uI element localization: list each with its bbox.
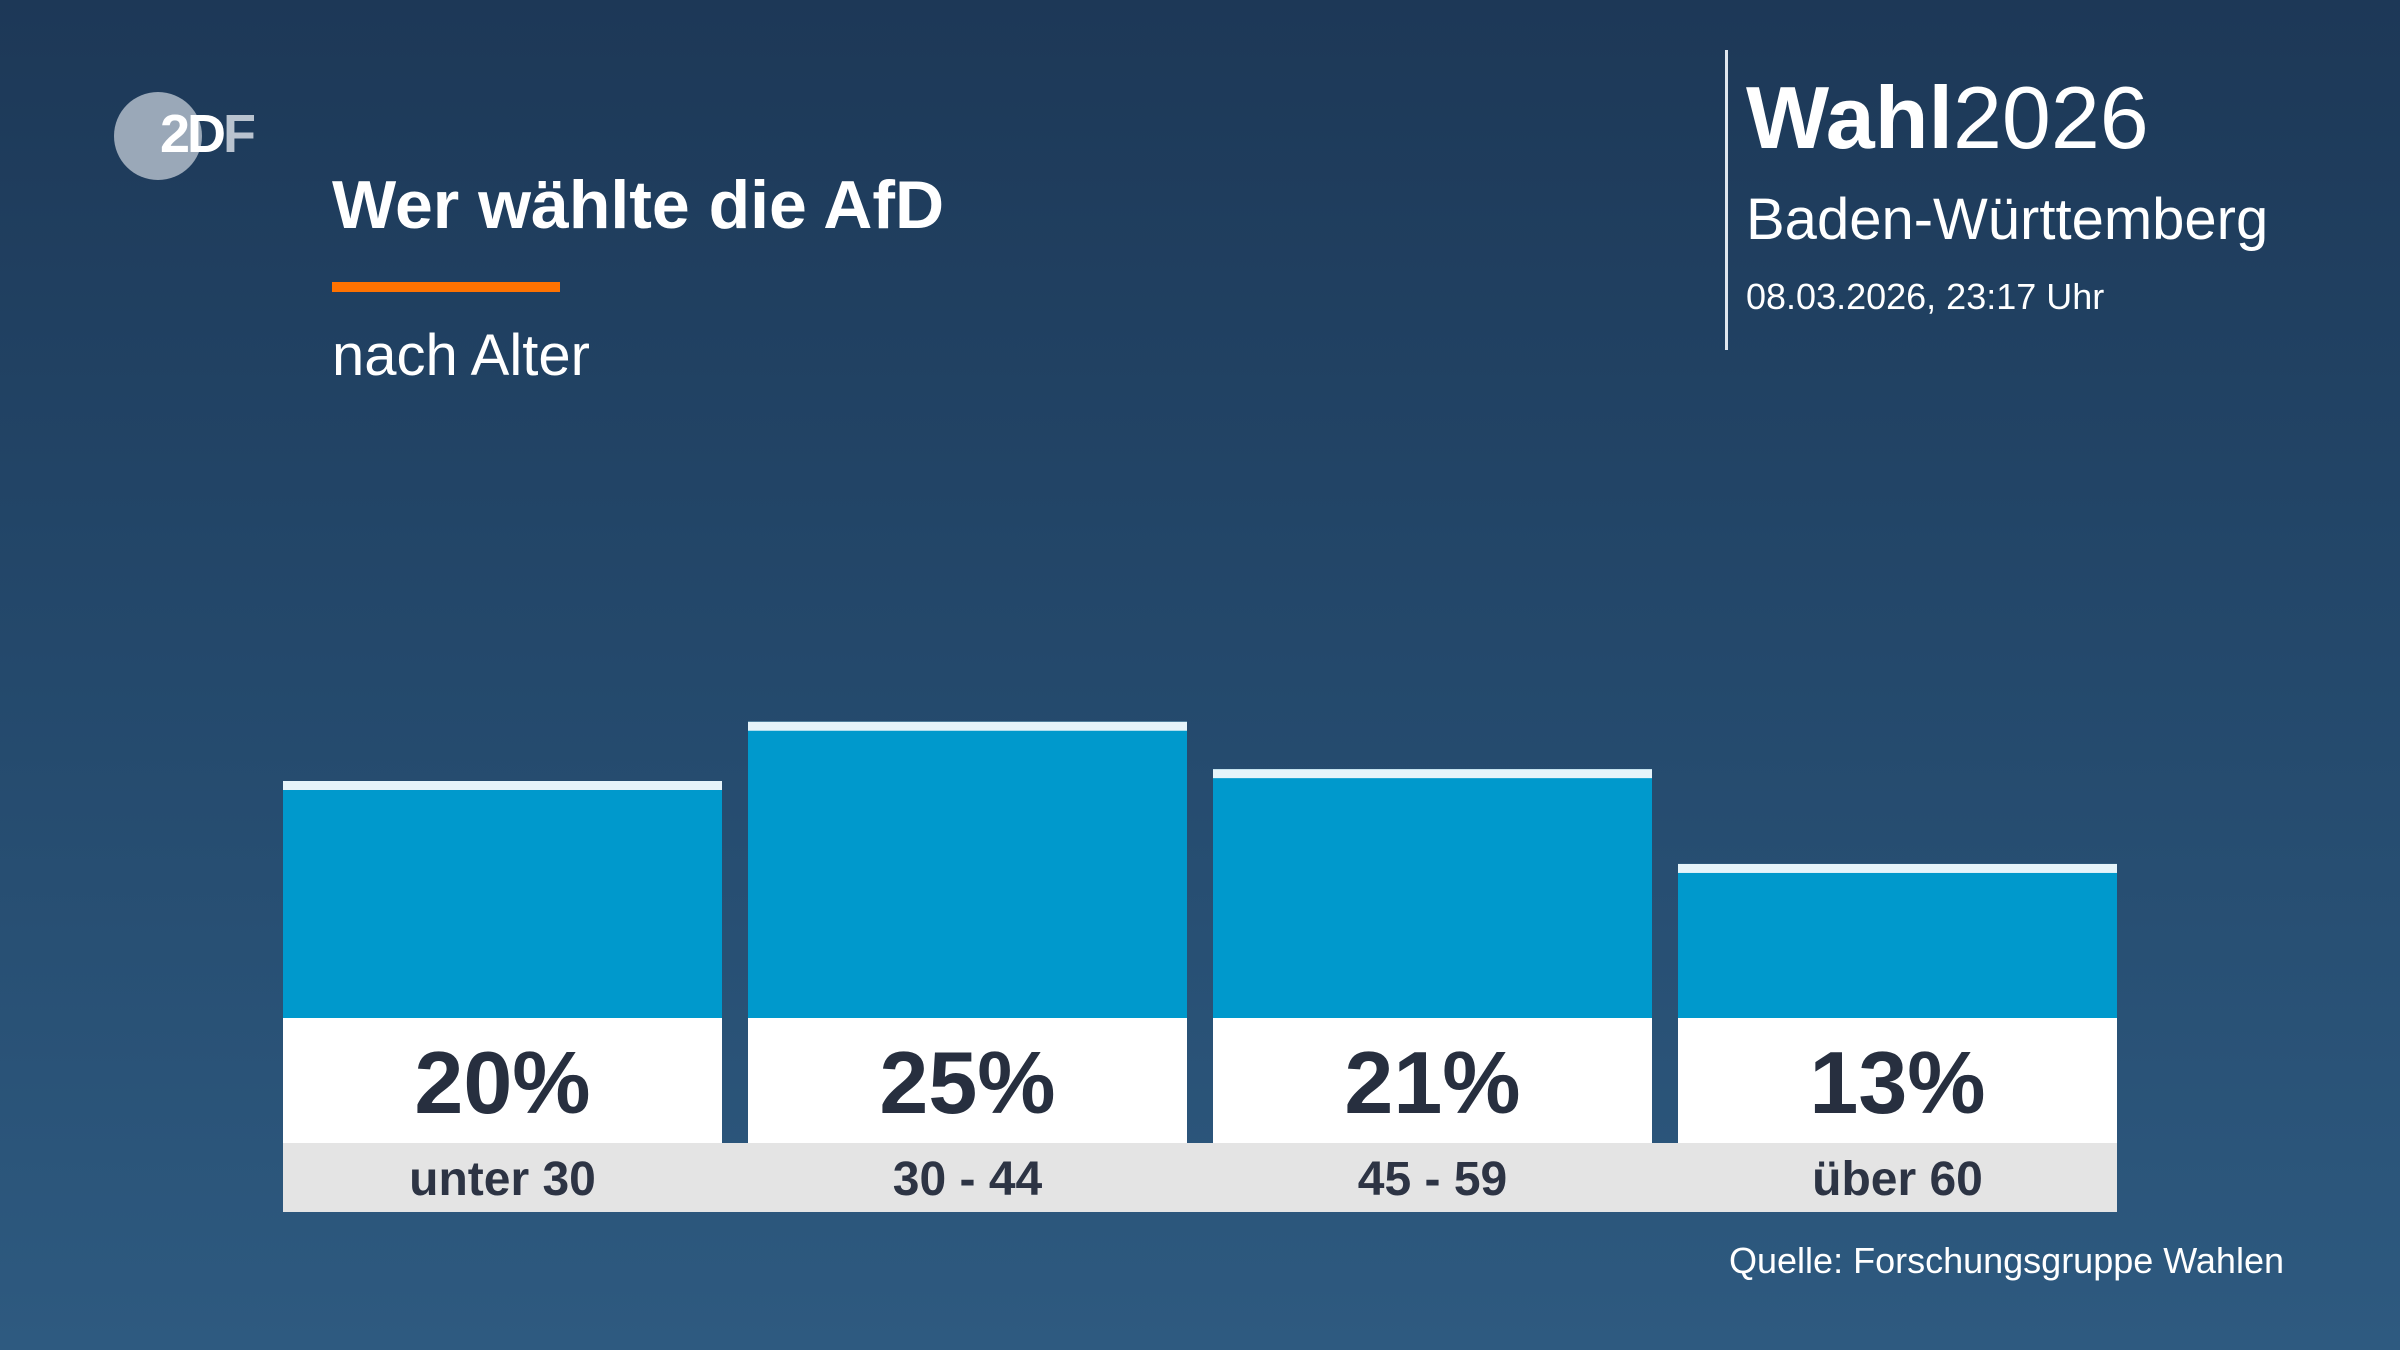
logo-circle xyxy=(114,92,202,180)
brand-year: 2026 xyxy=(1952,68,2149,167)
category-label: 30 - 44 xyxy=(893,1153,1043,1206)
category-label: über 60 xyxy=(1812,1153,1983,1206)
timestamp: 08.03.2026, 23:17 Uhr xyxy=(1746,276,2105,317)
category-label: 45 - 59 xyxy=(1358,1153,1507,1206)
bar xyxy=(748,721,1187,1018)
category-label: unter 30 xyxy=(409,1153,596,1206)
value-box xyxy=(1678,1018,2117,1143)
data-label: 20% xyxy=(414,1033,590,1132)
brand-bold: Wahl xyxy=(1746,68,1953,167)
bar-cap xyxy=(748,721,1187,731)
bar xyxy=(1678,863,2117,1018)
zdf-logo: 2DF xyxy=(114,92,284,182)
source-note: Quelle: Forschungsgruppe Wahlen xyxy=(1729,1240,2284,1281)
category-strip xyxy=(283,1143,2117,1212)
bar xyxy=(283,781,722,1018)
title-accent-bar xyxy=(332,282,560,292)
logo-text: 2DF xyxy=(160,104,256,164)
bar-cap xyxy=(1213,769,1652,779)
region-name: Baden-Württemberg xyxy=(1746,187,2269,252)
data-label: 25% xyxy=(879,1033,1055,1132)
value-box xyxy=(1213,1018,1652,1143)
bar xyxy=(1213,769,1652,1018)
page-title: Wer wählte die AfD xyxy=(332,167,945,243)
page-subtitle: nach Alter xyxy=(332,323,590,388)
election-brand: Wahl2026 xyxy=(1746,70,2149,166)
data-label: 21% xyxy=(1344,1033,1520,1132)
value-box xyxy=(748,1018,1187,1143)
bar-cap xyxy=(1678,863,2117,873)
value-box xyxy=(283,1018,722,1143)
data-label: 13% xyxy=(1809,1033,1985,1132)
bar-cap xyxy=(283,781,722,790)
divider xyxy=(1725,50,1728,350)
